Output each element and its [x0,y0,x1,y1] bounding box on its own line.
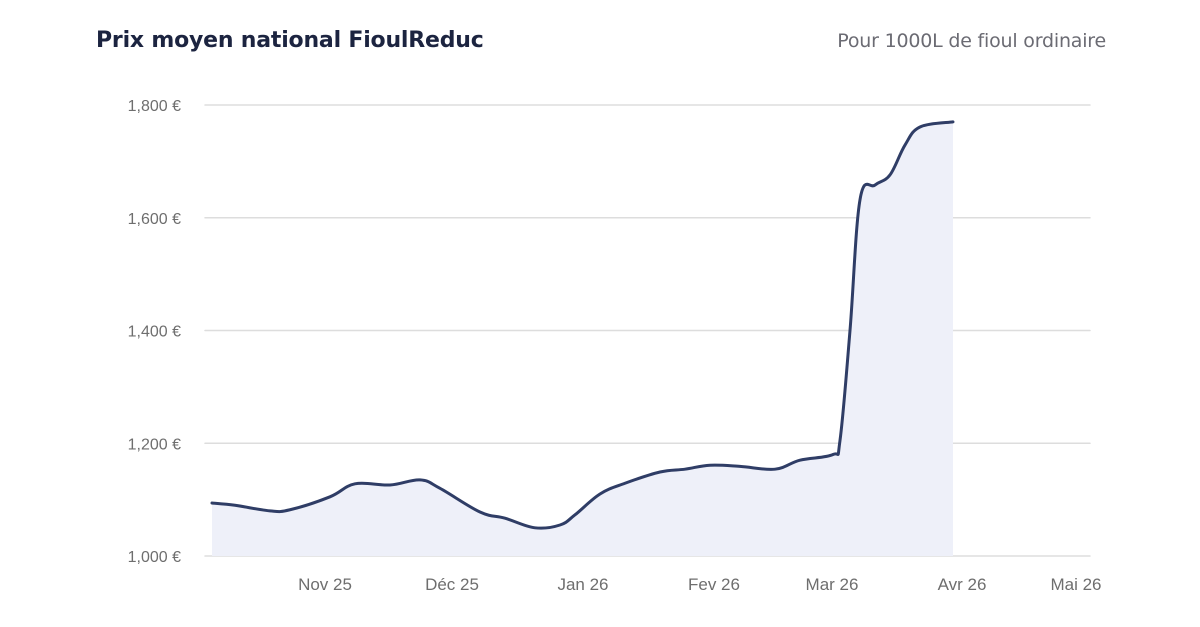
x-tick-label: Mar 26 [806,575,859,594]
x-tick-label: Avr 26 [938,575,987,594]
x-tick-label: Déc 25 [425,575,479,594]
x-tick-label: Fev 26 [688,575,740,594]
x-tick-label: Jan 26 [557,575,608,594]
y-tick-label: 1,400 € [128,324,181,341]
y-tick-label: 1,000 € [128,549,181,566]
x-tick-label: Mai 26 [1050,575,1101,594]
y-tick-label: 1,200 € [128,436,181,453]
y-axis: 1,000 € 1,200 € 1,400 € 1,600 € 1,800 € [128,98,181,566]
chart-title: Prix moyen national FioulReduc [96,28,484,53]
chart-subtitle: Pour 1000L de fioul ordinaire [837,30,1106,52]
x-axis: Nov 25 Déc 25 Jan 26 Fev 26 Mar 26 Avr 26 Mai … [298,575,1101,594]
y-tick-label: 1,600 € [128,211,181,228]
y-tick-label: 1,800 € [128,98,181,115]
price-area [212,121,953,556]
price-line[interactable] [210,120,955,530]
x-tick-label: Nov 25 [298,575,352,594]
